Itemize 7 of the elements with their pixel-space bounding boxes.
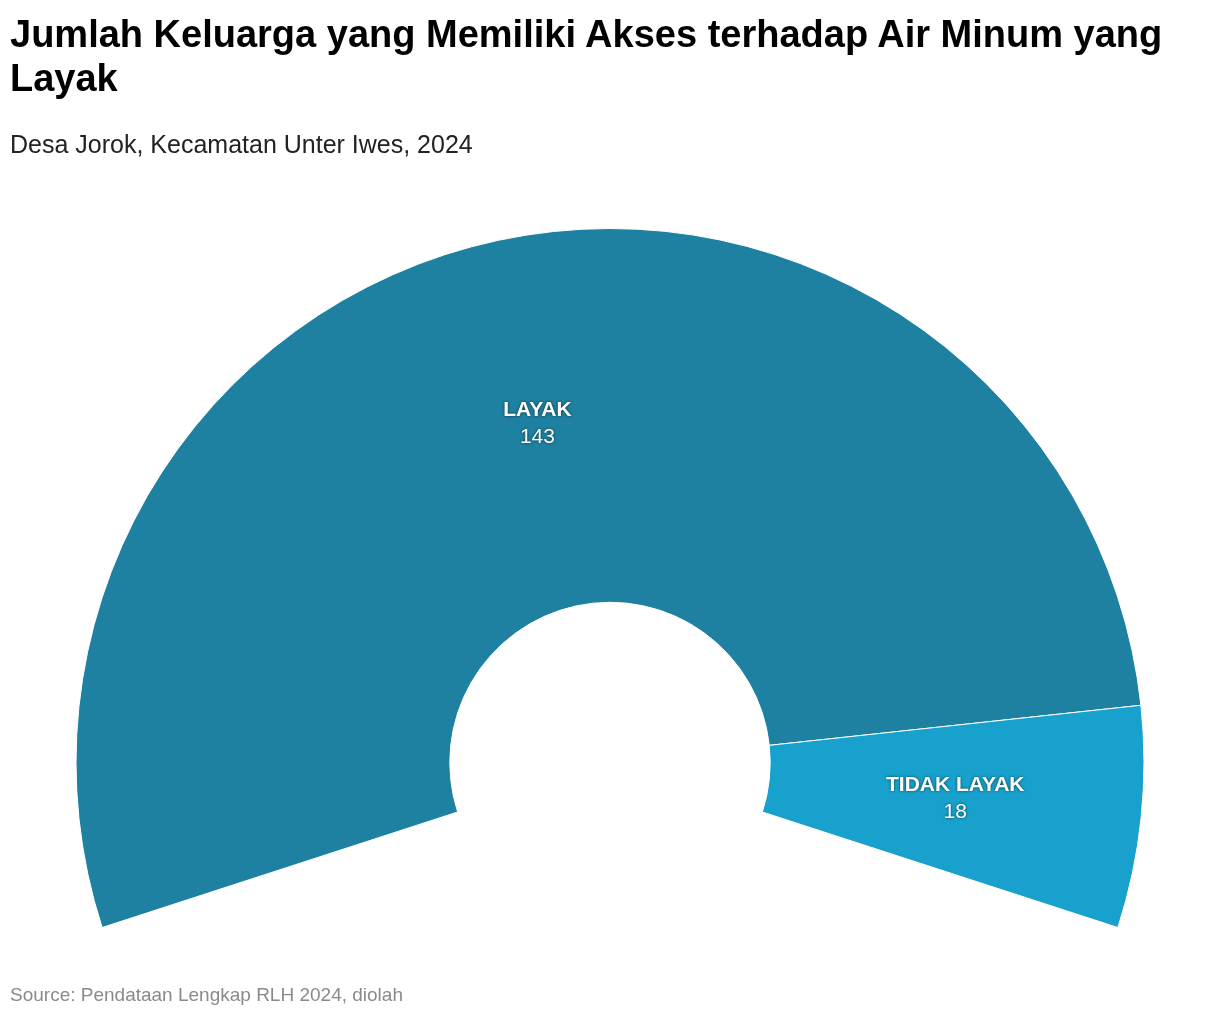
chart-subtitle: Desa Jorok, Kecamatan Unter Iwes, 2024 — [10, 130, 473, 159]
source-note: Source: Pendataan Lengkap RLH 2024, diolah — [10, 984, 403, 1006]
slice-label: LAYAK — [503, 396, 572, 420]
data-label: 18 — [943, 799, 967, 823]
slice-label: TIDAK LAYAK — [886, 772, 1025, 796]
chart-title: Jumlah Keluarga yang Memiliki Akses terhadap Air Minum yang Layak — [10, 12, 1164, 100]
data-label: 143 — [519, 423, 555, 447]
